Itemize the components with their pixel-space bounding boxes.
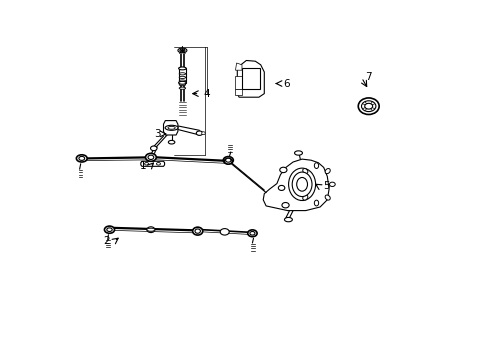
Ellipse shape (146, 228, 155, 231)
Text: 4: 4 (203, 89, 209, 99)
Ellipse shape (79, 156, 84, 161)
Polygon shape (263, 159, 328, 211)
Ellipse shape (220, 229, 229, 235)
Ellipse shape (146, 227, 155, 233)
Text: 3: 3 (154, 129, 161, 139)
Text: 1: 1 (140, 161, 146, 171)
Ellipse shape (145, 153, 156, 161)
Ellipse shape (314, 163, 318, 168)
Ellipse shape (314, 200, 318, 206)
Polygon shape (235, 63, 242, 70)
Ellipse shape (279, 167, 286, 173)
Ellipse shape (168, 140, 175, 144)
Polygon shape (141, 161, 164, 166)
Ellipse shape (165, 125, 178, 130)
Ellipse shape (180, 49, 184, 52)
Ellipse shape (201, 132, 205, 135)
Ellipse shape (76, 155, 87, 162)
Ellipse shape (156, 163, 160, 165)
Ellipse shape (179, 84, 185, 86)
Ellipse shape (179, 87, 185, 89)
Ellipse shape (282, 202, 288, 208)
Bar (242, 68, 260, 89)
Ellipse shape (178, 48, 186, 53)
Ellipse shape (302, 195, 307, 200)
Ellipse shape (195, 229, 200, 233)
Ellipse shape (292, 172, 311, 197)
Ellipse shape (178, 67, 186, 70)
Ellipse shape (179, 80, 185, 82)
Ellipse shape (179, 76, 185, 78)
Ellipse shape (329, 182, 335, 186)
Ellipse shape (106, 228, 112, 231)
Ellipse shape (247, 230, 257, 237)
Ellipse shape (223, 157, 233, 164)
Ellipse shape (144, 163, 148, 165)
Ellipse shape (364, 103, 372, 109)
Ellipse shape (249, 231, 254, 235)
Ellipse shape (361, 101, 375, 112)
Ellipse shape (296, 177, 307, 191)
Ellipse shape (146, 228, 155, 231)
Ellipse shape (358, 98, 378, 114)
Ellipse shape (148, 155, 153, 159)
Polygon shape (235, 76, 242, 89)
Text: 7: 7 (365, 72, 371, 82)
Ellipse shape (146, 228, 155, 231)
Ellipse shape (225, 158, 230, 162)
Ellipse shape (325, 168, 329, 174)
Ellipse shape (288, 168, 315, 201)
Ellipse shape (150, 146, 157, 151)
Text: 6: 6 (283, 78, 290, 89)
Ellipse shape (192, 227, 203, 235)
Ellipse shape (278, 185, 284, 190)
Polygon shape (235, 89, 242, 95)
Ellipse shape (325, 195, 329, 200)
Text: 5: 5 (323, 181, 329, 192)
Ellipse shape (224, 158, 232, 164)
Bar (178, 68, 186, 83)
Text: 2: 2 (103, 236, 110, 246)
Ellipse shape (178, 81, 186, 84)
Polygon shape (237, 60, 264, 97)
Ellipse shape (179, 73, 185, 75)
Ellipse shape (294, 151, 302, 155)
Ellipse shape (196, 131, 203, 135)
Ellipse shape (302, 168, 307, 174)
Ellipse shape (168, 126, 175, 129)
Ellipse shape (104, 226, 114, 233)
Ellipse shape (284, 217, 292, 222)
Ellipse shape (297, 182, 303, 186)
Polygon shape (163, 121, 178, 135)
